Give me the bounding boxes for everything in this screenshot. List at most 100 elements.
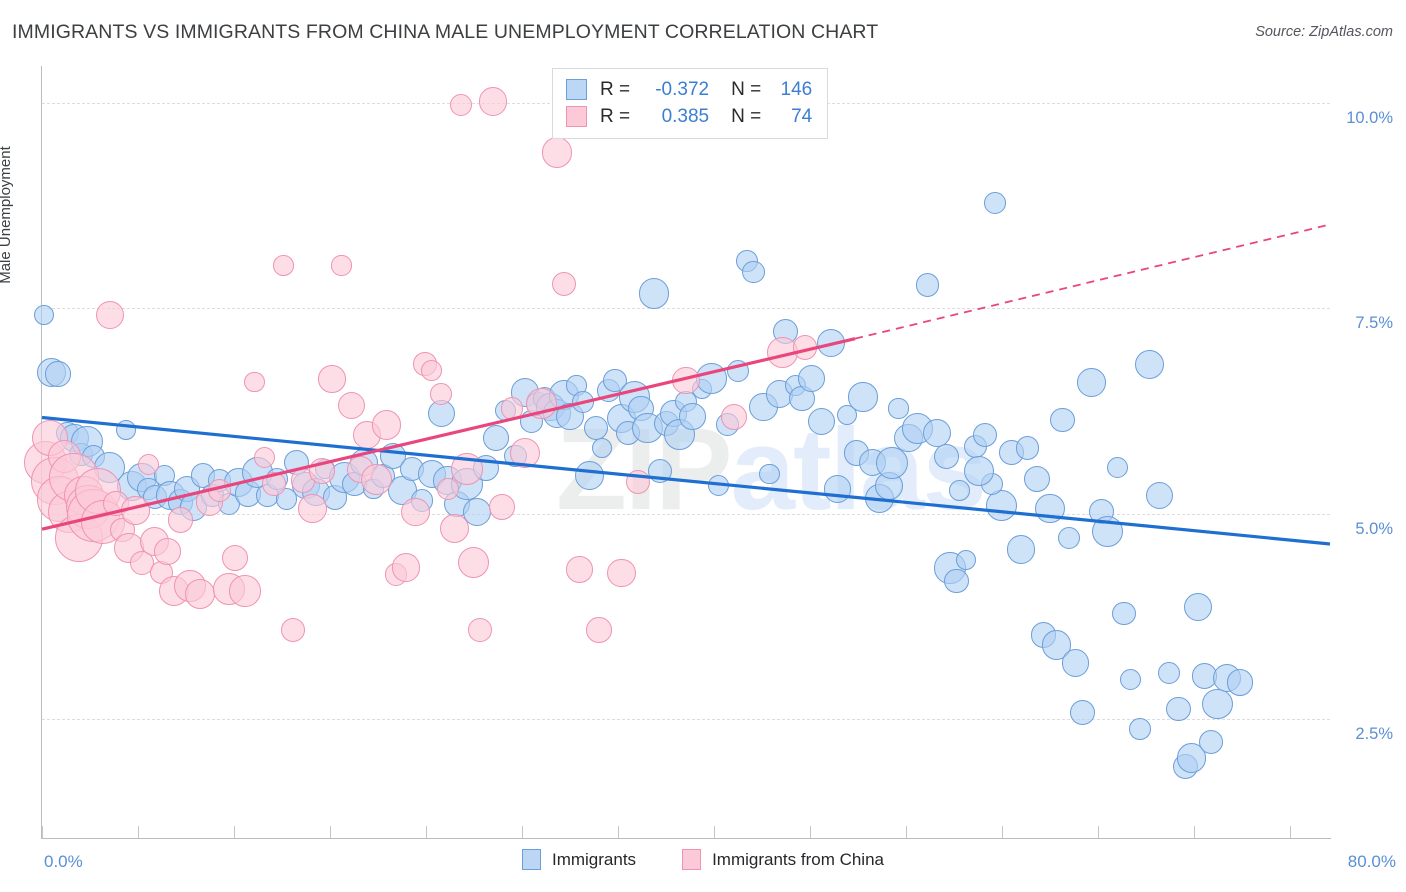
plot-area: ZIPatlas (23, 66, 1330, 838)
scatter-point (1135, 349, 1165, 379)
scatter-point (721, 403, 748, 430)
r-label: R = (600, 105, 631, 127)
scatter-point (848, 382, 878, 412)
legend-item-immigrants[interactable]: Immigrants (521, 849, 637, 870)
x-axis-tick (1097, 826, 1099, 838)
scatter-point (672, 366, 700, 395)
y-axis-tick-label: 5.0% (1355, 519, 1393, 538)
scatter-point (1157, 661, 1181, 685)
scatter-point (1201, 688, 1233, 720)
scatter-point (309, 457, 336, 484)
scatter-point (1226, 669, 1254, 697)
scatter-point (888, 398, 909, 419)
scatter-point (759, 463, 781, 485)
r-value: 0.385 (661, 105, 710, 127)
scatter-point (1119, 668, 1142, 691)
scatter-point (1129, 717, 1151, 740)
scatter-point (742, 260, 765, 284)
scatter-point (298, 494, 327, 523)
scatter-point (1183, 593, 1212, 622)
scatter-point (798, 365, 826, 393)
gridline (42, 308, 1330, 310)
scatter-point (154, 538, 181, 565)
scatter-point (949, 480, 970, 501)
scatter-point (436, 477, 459, 500)
n-value: 146 (780, 78, 813, 100)
scatter-point (823, 475, 852, 503)
scatter-point (648, 458, 673, 484)
x-axis-tick (617, 826, 619, 838)
scatter-point (1166, 696, 1191, 722)
x-axis-tick (137, 826, 139, 838)
scatter-point (638, 278, 670, 309)
scatter-point (1198, 729, 1223, 754)
scatter-point (1069, 699, 1095, 725)
scatter-point (262, 472, 286, 496)
scatter-point (923, 419, 952, 448)
x-axis-tick (42, 826, 43, 838)
y-axis-tick-label: 10.0% (1346, 108, 1393, 127)
scatter-point (586, 617, 612, 643)
scatter-point (421, 360, 443, 382)
scatter-point (541, 136, 573, 168)
scatter-point (449, 93, 472, 116)
scatter-point (707, 475, 729, 497)
scatter-point (184, 579, 215, 610)
source-attribution: Source: ZipAtlas.com (1255, 24, 1393, 40)
scatter-point (1015, 436, 1040, 460)
scatter-point (792, 335, 818, 360)
scatter-point (807, 407, 835, 436)
scatter-point (566, 556, 593, 583)
scatter-point (592, 437, 613, 459)
series-swatch-china-icon (566, 106, 587, 127)
scatter-point (607, 558, 636, 587)
scatter-point (489, 493, 516, 521)
x-axis-tick (521, 826, 523, 838)
legend-item-immigrants-from-china[interactable]: Immigrants from China (682, 849, 884, 870)
scatter-point (575, 461, 604, 491)
scatter-point (973, 422, 998, 447)
scatter-point (273, 255, 294, 276)
scatter-point (1176, 743, 1207, 774)
correlation-stats-legend: R = -0.372 N = 146 R = 0.385 N = 74 (552, 68, 829, 139)
scatter-point (1145, 481, 1173, 510)
scatter-point (1035, 493, 1065, 524)
scatter-point (280, 618, 306, 643)
scatter-point (167, 507, 194, 533)
scatter-point (625, 470, 650, 495)
stats-row: R = -0.372 N = 146 (566, 76, 812, 103)
scatter-point (944, 568, 969, 594)
n-value: 74 (791, 105, 813, 127)
legend-label-immigrants: Immigrants (551, 849, 637, 869)
scatter-point (361, 463, 393, 495)
scatter-point (583, 415, 609, 441)
x-axis-tick (905, 826, 907, 838)
scatter-point (1058, 527, 1081, 550)
scatter-point (95, 300, 124, 329)
x-axis-tick (1193, 826, 1195, 838)
scatter-point (984, 192, 1007, 215)
scatter-point (726, 359, 749, 382)
scatter-point (391, 553, 421, 583)
scatter-point (1191, 663, 1218, 690)
scatter-point (318, 365, 346, 393)
scatter-point (137, 453, 159, 476)
gridline (42, 718, 1330, 720)
scatter-point (876, 446, 909, 479)
scatter-point (45, 361, 71, 387)
gridline (42, 513, 1330, 515)
x-axis-tick (809, 826, 811, 838)
scatter-point (696, 363, 728, 395)
scatter-point (1061, 649, 1090, 677)
scatter-point (207, 479, 231, 503)
scatter-point (337, 391, 365, 419)
scatter-point (551, 271, 576, 296)
y-axis-tick-label: 2.5% (1355, 724, 1393, 743)
scatter-point (371, 410, 402, 440)
scatter-point (956, 549, 977, 570)
scatter-point (115, 419, 136, 440)
x-axis-tick (713, 826, 715, 838)
scatter-point (430, 382, 453, 405)
scatter-point (1006, 535, 1036, 565)
